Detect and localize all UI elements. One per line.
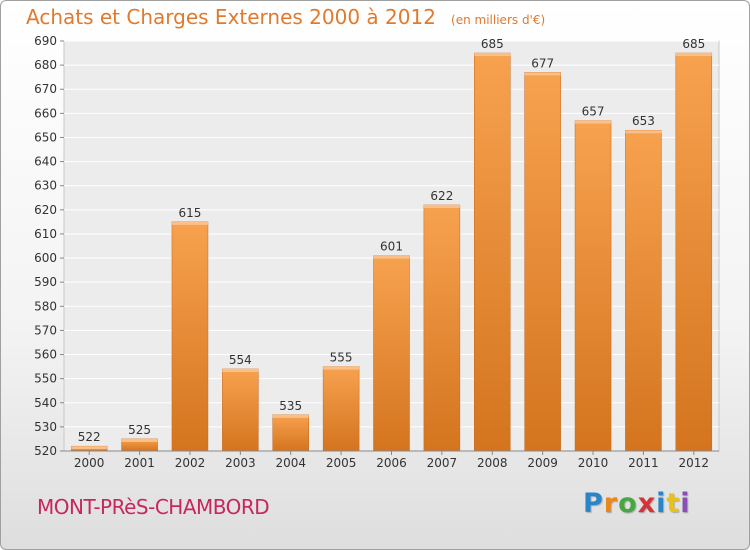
bar <box>675 52 713 452</box>
y-tick-label: 670 <box>34 82 57 96</box>
data-label: 685 <box>481 37 504 51</box>
bar <box>272 414 309 452</box>
logo-letter: o <box>618 488 638 519</box>
y-tick-label: 530 <box>34 420 57 434</box>
x-tick-label: 2000 <box>74 456 105 470</box>
bar-highlight <box>222 369 259 372</box>
data-label: 677 <box>531 56 554 70</box>
bar-highlight <box>675 53 712 57</box>
bar-highlight <box>121 438 158 442</box>
bar-highlight <box>323 366 360 370</box>
y-tick-label: 620 <box>34 203 57 217</box>
y-tick-label: 580 <box>34 299 57 313</box>
y-tick-label: 560 <box>34 348 57 362</box>
data-label: 622 <box>430 189 453 203</box>
y-tick-label: 660 <box>34 106 57 120</box>
bar-highlight <box>524 72 561 76</box>
data-label: 522 <box>78 430 101 444</box>
data-label: 555 <box>330 351 353 365</box>
bar-series <box>70 52 713 452</box>
data-label: 685 <box>682 37 705 51</box>
proxiti-logo: Proxiti <box>583 488 691 519</box>
bar <box>373 255 410 452</box>
data-label: 535 <box>279 399 302 413</box>
bar-highlight <box>575 120 612 124</box>
logo-letter: t <box>666 488 681 519</box>
x-tick-label: 2007 <box>427 456 458 470</box>
x-tick-label: 2002 <box>175 456 206 470</box>
x-tick-label: 2008 <box>477 456 508 470</box>
x-tick-label: 2004 <box>275 456 306 470</box>
logo-letter: x <box>637 488 657 519</box>
bar <box>322 366 360 452</box>
title-row: Achats et Charges Externes 2000 à 2012 (… <box>26 5 545 29</box>
y-tick-label: 550 <box>34 372 57 386</box>
y-tick-label: 610 <box>34 227 57 241</box>
y-tick-label: 600 <box>34 251 57 265</box>
y-axis: 520 530 540 550 560 570 580 590 600 610 620 630 640 6… <box>34 34 64 458</box>
bar-highlight <box>474 53 511 57</box>
bar <box>524 72 561 452</box>
y-tick-label: 570 <box>34 323 57 337</box>
x-tick-label: 2009 <box>527 456 558 470</box>
y-tick-label: 640 <box>34 155 57 169</box>
x-tick-label: 2003 <box>225 456 256 470</box>
bar <box>423 204 461 452</box>
x-tick-label: 2005 <box>326 456 357 470</box>
y-tick-label: 680 <box>34 58 57 72</box>
y-tick-label: 690 <box>34 34 57 48</box>
x-tick-label: 2012 <box>679 456 710 470</box>
bar <box>625 129 662 452</box>
bar-highlight <box>71 446 108 450</box>
data-label: 525 <box>128 423 151 437</box>
bar <box>222 368 259 452</box>
x-tick-label: 2006 <box>376 456 407 470</box>
data-label: 653 <box>632 114 655 128</box>
data-label: 601 <box>380 240 403 254</box>
chart-title: Achats et Charges Externes 2000 à 2012 <box>26 5 436 29</box>
y-tick-label: 590 <box>34 275 57 289</box>
commune-name: MONT-PRèS-CHAMBORD <box>37 495 270 519</box>
data-labels: 522 525 615 554 535 555 601 622 685 677 657 653 685 <box>78 37 706 444</box>
x-axis: 2000 2001 2002 2003 2004 2005 2006 2007 2008 2009… <box>64 450 719 470</box>
logo-letter: r <box>603 488 619 519</box>
logo-letter: P <box>583 488 604 519</box>
y-tick-label: 630 <box>34 179 57 193</box>
y-tick-label: 650 <box>34 130 57 144</box>
bar-highlight <box>423 205 460 208</box>
bar <box>171 221 209 452</box>
x-tick-label: 2010 <box>578 456 609 470</box>
bar <box>574 120 612 452</box>
x-tick-label: 2001 <box>124 456 155 470</box>
logo-letter: i <box>656 488 667 519</box>
bar <box>474 52 511 452</box>
y-tick-label: 520 <box>34 444 57 458</box>
x-tick-label: 2011 <box>628 456 659 470</box>
chart-subtitle: (en milliers d'€) <box>451 13 546 27</box>
data-label: 615 <box>179 206 202 220</box>
bar-highlight <box>373 255 410 259</box>
data-label: 657 <box>582 105 605 119</box>
y-tick-label: 540 <box>34 396 57 410</box>
data-label: 554 <box>229 353 252 367</box>
bar-highlight <box>272 414 309 418</box>
bar-highlight <box>625 130 662 134</box>
logo-letter: i <box>680 488 691 519</box>
bar-highlight <box>171 221 208 225</box>
